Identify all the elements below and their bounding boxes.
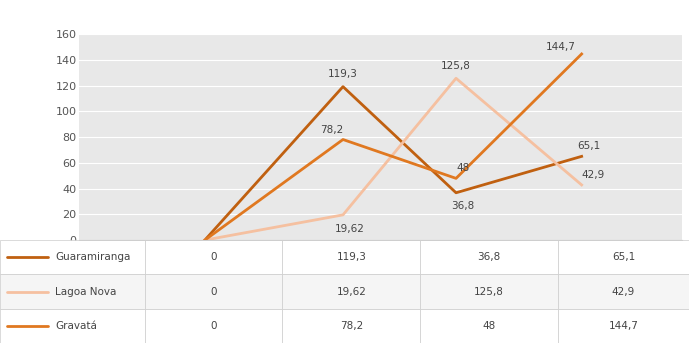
Bar [282,274,420,309]
Text: 0: 0 [210,286,217,297]
Text: 0: 0 [210,252,217,262]
Text: 19,62: 19,62 [335,224,365,234]
Text: 48: 48 [482,321,496,331]
Text: Guaramiranga: Guaramiranga [55,252,130,262]
Text: 65,1: 65,1 [612,252,635,262]
Text: 125,8: 125,8 [474,286,504,297]
Bar [145,309,282,343]
Text: 144,7: 144,7 [608,321,639,331]
Bar [0,274,145,309]
Text: 42,9: 42,9 [612,286,635,297]
Text: 48: 48 [456,163,470,174]
Bar [0,309,145,343]
Text: 78,2: 78,2 [320,125,344,134]
Text: 36,8: 36,8 [451,201,475,211]
Bar [145,274,282,309]
Bar [145,240,282,274]
Text: 19,62: 19,62 [336,286,367,297]
Text: 0: 0 [210,321,217,331]
Bar [558,240,689,274]
Bar [420,274,558,309]
Text: 125,8: 125,8 [441,61,471,71]
Bar [558,274,689,309]
Text: 42,9: 42,9 [581,170,604,180]
Text: 119,3: 119,3 [336,252,367,262]
Bar [282,240,420,274]
Bar [420,309,558,343]
Text: 144,7: 144,7 [546,42,576,52]
Text: 36,8: 36,8 [477,252,501,262]
Text: 119,3: 119,3 [328,69,358,79]
Text: 78,2: 78,2 [340,321,363,331]
Text: Lagoa Nova: Lagoa Nova [55,286,116,297]
Bar [420,240,558,274]
Text: 65,1: 65,1 [577,141,600,151]
Text: Gravatá: Gravatá [55,321,97,331]
Bar [558,309,689,343]
Bar [282,309,420,343]
Bar [0,240,145,274]
